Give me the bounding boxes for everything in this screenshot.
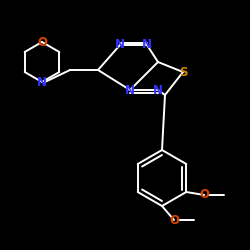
Text: N: N xyxy=(142,38,152,52)
Text: N: N xyxy=(115,38,125,52)
Text: N: N xyxy=(153,84,163,96)
Text: O: O xyxy=(199,188,209,202)
Text: S: S xyxy=(179,66,187,78)
Text: O: O xyxy=(37,36,47,49)
Text: N: N xyxy=(37,76,47,88)
Text: O: O xyxy=(169,214,179,226)
Text: N: N xyxy=(125,84,135,96)
